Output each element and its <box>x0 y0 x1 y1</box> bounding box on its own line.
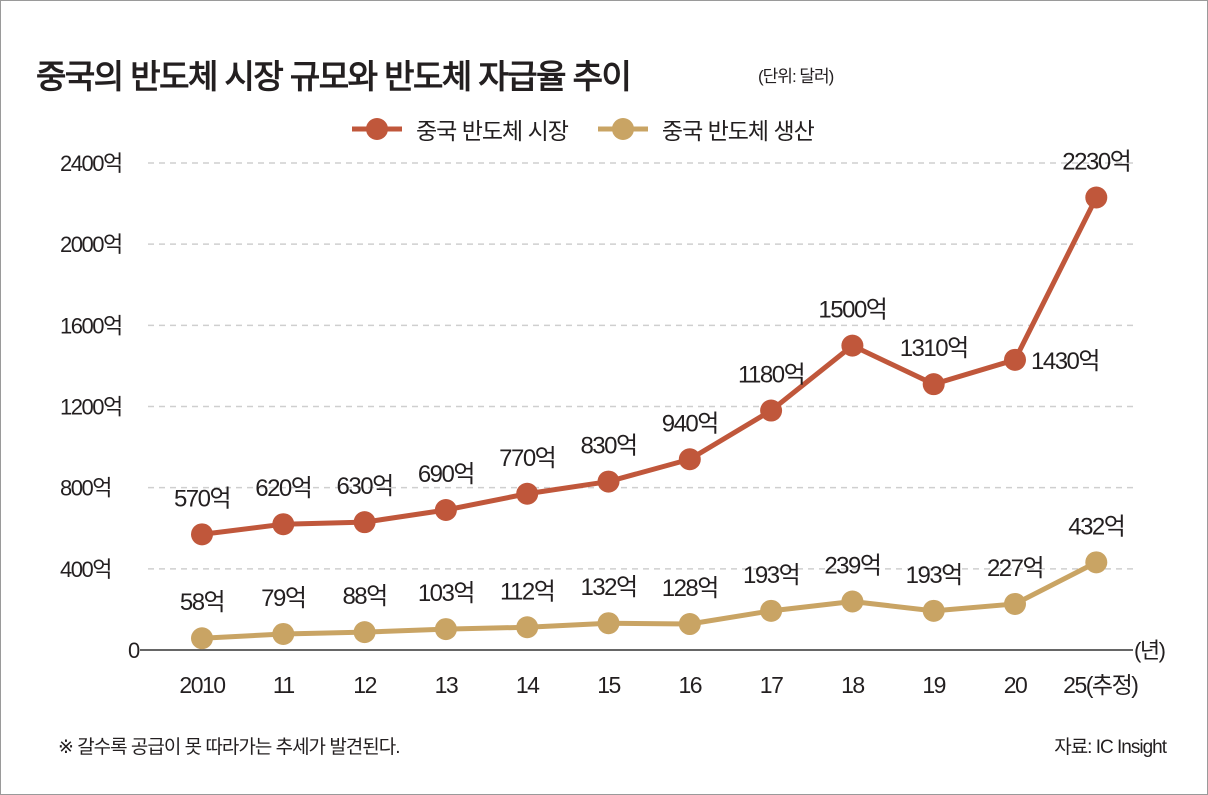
legend-marker-market <box>352 118 402 140</box>
y-tick-label: 400억 <box>60 557 111 582</box>
legend: 중국 반도체 시장 중국 반도체 생산 <box>350 112 842 146</box>
chart-title: 중국의 반도체 시장 규모와 반도체 자급율 추이 <box>36 58 632 95</box>
data-label: 2230억 <box>1062 148 1130 175</box>
data-point <box>272 622 295 645</box>
data-point <box>353 511 376 534</box>
y-tick-label: 2000억 <box>60 232 122 257</box>
legend-marker-production <box>597 118 648 140</box>
data-label: 570억 <box>174 485 230 512</box>
data-point <box>353 621 376 644</box>
data-label: 1180억 <box>738 362 804 389</box>
data-label: 193억 <box>906 562 962 589</box>
data-label: 1310억 <box>900 335 968 362</box>
data-point <box>597 470 620 493</box>
data-point <box>516 616 539 639</box>
data-label: 132억 <box>580 574 636 601</box>
x-tick-label: 18 <box>841 672 864 698</box>
data-label: 690억 <box>418 461 474 488</box>
data-label: 630억 <box>337 473 393 500</box>
data-point <box>272 513 295 536</box>
legend-item-market: 중국 반도체 시장 <box>350 112 569 146</box>
data-label: 128억 <box>662 575 718 602</box>
data-point <box>841 334 864 357</box>
x-tick-label: 25(추정) <box>1063 672 1138 698</box>
data-label: 1430억 <box>1031 348 1099 375</box>
data-point <box>1085 186 1108 209</box>
x-tick-label: 14 <box>516 672 540 698</box>
y-tick-label: 1600억 <box>60 313 122 338</box>
data-label: 940억 <box>662 410 718 437</box>
data-point <box>597 612 620 635</box>
x-tick-label: 11 <box>273 672 295 698</box>
data-point <box>191 523 213 546</box>
data-label: 620억 <box>255 475 311 502</box>
legend-item-production: 중국 반도체 생산 <box>596 112 815 146</box>
y-tick-label: 1200억 <box>60 395 122 420</box>
data-label: 239억 <box>824 553 880 580</box>
data-label: 58억 <box>180 589 224 616</box>
series-line-1 <box>201 560 1098 641</box>
data-label: 1500억 <box>818 297 886 324</box>
data-label: 227억 <box>987 555 1043 582</box>
data-label: 830억 <box>580 433 636 460</box>
x-axis-label: (년) <box>1134 638 1165 663</box>
data-point <box>516 482 539 505</box>
data-label: 88억 <box>342 583 386 610</box>
data-point <box>1004 592 1026 615</box>
x-tick-label: 20 <box>1004 672 1027 698</box>
x-tick-label: 15 <box>597 672 620 698</box>
x-tick-label: 12 <box>353 672 376 698</box>
data-point <box>678 613 701 636</box>
y-tick-label: 0 <box>128 638 140 663</box>
data-label: 770억 <box>499 445 555 472</box>
x-tick-label: 17 <box>760 672 783 698</box>
data-label: 193억 <box>743 562 799 589</box>
legend-label-production: 중국 반도체 생산 <box>661 118 815 144</box>
data-point <box>678 448 701 471</box>
data-point <box>760 399 783 422</box>
data-point <box>760 599 783 622</box>
x-tick-label: 2010 <box>179 672 225 698</box>
data-label: 112억 <box>500 578 554 605</box>
series-line-0 <box>201 196 1099 537</box>
data-point <box>922 599 945 622</box>
legend-label-market: 중국 반도체 시장 <box>416 118 569 144</box>
footnote: ※ 갈수록 공급이 못 따라가는 추세가 발견된다. <box>58 737 401 758</box>
data-point <box>922 373 945 396</box>
data-point <box>841 590 864 613</box>
data-label: 432억 <box>1068 513 1124 540</box>
y-tick-label: 2400억 <box>60 151 122 176</box>
source: 자료: IC Insight <box>1054 737 1167 758</box>
data-label: 103억 <box>418 580 474 607</box>
data-point <box>434 618 457 641</box>
data-point <box>434 498 457 521</box>
x-tick-label: 16 <box>679 672 702 698</box>
data-point <box>191 627 213 650</box>
data-point <box>1004 348 1026 371</box>
y-tick-label: 800억 <box>60 476 111 501</box>
data-label: 79억 <box>261 585 305 612</box>
x-tick-label: 19 <box>922 672 945 698</box>
unit-note: (단위: 달러) <box>758 67 834 86</box>
x-tick-label: 13 <box>435 672 458 698</box>
data-point <box>1085 551 1108 574</box>
